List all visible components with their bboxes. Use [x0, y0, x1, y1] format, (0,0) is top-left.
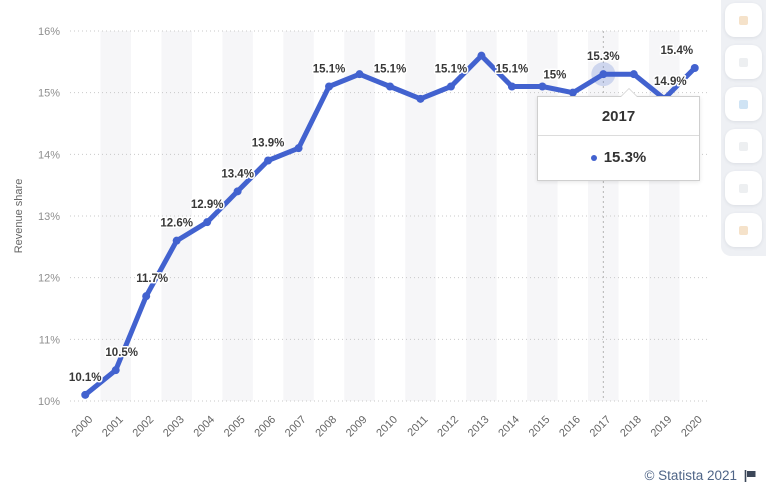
x-axis-tick-label: 2002 — [131, 414, 157, 440]
data-label: 13.9% — [252, 138, 285, 150]
data-label: 13.4% — [221, 168, 254, 180]
data-point-2006[interactable] — [264, 156, 273, 165]
data-point-2007[interactable] — [294, 144, 303, 153]
faded-icon — [739, 57, 748, 67]
tooltip-value-row: 15.3% — [538, 136, 699, 180]
y-axis-tick-label: 15% — [38, 88, 60, 100]
toolbar-button-6[interactable] — [725, 213, 762, 247]
data-point-2013[interactable] — [477, 51, 486, 60]
tooltip-divider — [538, 135, 699, 136]
x-axis-tick-label: 2005 — [222, 414, 248, 440]
toolbar-button-1[interactable] — [725, 3, 762, 37]
chart-footer: © Statista 2021 — [644, 468, 757, 483]
chart-tooltip: 2017 15.3% — [537, 88, 700, 181]
faded-icon — [739, 183, 748, 193]
x-axis-tick-label: 2000 — [70, 414, 96, 440]
toolbar-button-4[interactable] — [725, 129, 762, 163]
data-label: 15.4% — [660, 45, 693, 57]
data-label: 10.1% — [69, 372, 102, 384]
x-axis-tick-label: 2020 — [679, 414, 705, 440]
statista-copyright-link[interactable]: © Statista 2021 — [644, 468, 737, 483]
faded-icon — [739, 141, 748, 151]
x-axis-tick-label: 2012 — [435, 414, 461, 440]
data-point-2010[interactable] — [386, 82, 394, 91]
plot-band — [466, 31, 497, 401]
x-axis-tick-label: 2013 — [466, 414, 492, 440]
data-label: 15% — [543, 70, 566, 82]
x-axis-tick-label: 2001 — [100, 414, 126, 440]
x-axis-tick-label: 2009 — [344, 414, 370, 440]
data-label: 14.9% — [654, 76, 687, 88]
faded-icon — [739, 15, 748, 25]
x-axis-tick-label: 2014 — [496, 414, 522, 440]
chart-toolbar — [721, 0, 766, 256]
toolbar-button-5[interactable] — [725, 171, 762, 205]
y-axis-tick-label: 12% — [38, 273, 60, 285]
x-axis-tick-label: 2011 — [405, 414, 430, 439]
plot-band — [405, 31, 436, 401]
series-bullet-icon — [590, 154, 597, 161]
data-label: 15.1% — [313, 64, 346, 76]
data-label: 15.1% — [374, 64, 407, 76]
faded-icon — [739, 99, 748, 109]
x-axis-tick-label: 2007 — [283, 414, 309, 440]
x-axis-tick-label: 2006 — [252, 414, 278, 440]
data-label: 12.6% — [160, 218, 193, 230]
data-label: 10.5% — [105, 347, 138, 359]
data-point-2004[interactable] — [203, 218, 212, 227]
x-axis-tick-label: 2008 — [313, 414, 339, 440]
data-label: 15.3% — [587, 51, 620, 63]
data-point-2020[interactable] — [690, 64, 699, 72]
y-axis-tick-label: 16% — [38, 26, 60, 38]
data-point-2009[interactable] — [355, 70, 364, 79]
data-point-2016[interactable] — [568, 88, 577, 97]
x-axis-tick-label: 2010 — [374, 414, 400, 440]
x-axis-tick-label: 2016 — [557, 414, 583, 440]
toolbar-button-3[interactable] — [725, 87, 762, 121]
data-point-2003[interactable] — [172, 236, 181, 245]
tooltip-value: 15.3% — [603, 149, 647, 166]
data-point-2015[interactable] — [538, 82, 547, 91]
x-axis-tick-label: 2015 — [527, 414, 553, 440]
data-point-2001[interactable] — [111, 366, 120, 375]
y-axis-tick-label: 13% — [38, 211, 60, 223]
tooltip-year: 2017 — [601, 108, 636, 125]
data-point-2012[interactable] — [446, 82, 455, 91]
revenue-share-line-chart[interactable]: 10%11%12%13%14%15%16%2000 2001 2002 2003 200… — [0, 0, 766, 460]
y-axis-tick-label: 14% — [38, 149, 60, 161]
x-axis-tick-label: 2004 — [191, 414, 217, 440]
x-axis-tick-label: 2019 — [649, 414, 675, 440]
data-label: 15.1% — [496, 64, 529, 76]
data-point-2000[interactable] — [81, 390, 90, 399]
data-point-2014[interactable] — [507, 82, 516, 91]
data-label: 15.1% — [435, 64, 468, 76]
x-axis-tick-label: 2017 — [588, 414, 614, 440]
data-point-2002[interactable] — [142, 292, 151, 301]
data-point-2018[interactable] — [629, 70, 638, 79]
plot-band — [222, 31, 253, 401]
report-flag-icon[interactable] — [743, 469, 757, 483]
data-point-2011[interactable] — [416, 94, 425, 103]
data-point-2005[interactable] — [233, 187, 242, 196]
plot-band — [344, 31, 375, 401]
y-axis-tick-label: 10% — [38, 396, 60, 408]
data-point-2008[interactable] — [325, 82, 334, 91]
x-axis-tick-label: 2018 — [618, 414, 644, 440]
y-axis-title: Revenue share — [13, 179, 25, 254]
toolbar-button-2[interactable] — [725, 45, 762, 79]
faded-icon — [739, 225, 748, 235]
data-label: 11.7% — [136, 273, 168, 285]
y-axis-tick-label: 11% — [39, 334, 60, 346]
data-point-2017[interactable] — [599, 70, 608, 79]
x-axis-tick-label: 2003 — [161, 414, 187, 440]
data-label: 12.9% — [191, 199, 224, 211]
